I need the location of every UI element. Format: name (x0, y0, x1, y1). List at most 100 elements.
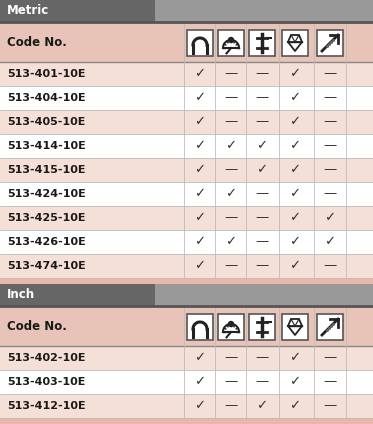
Bar (0, 62, 373, 86)
Text: —: — (225, 92, 238, 104)
Text: ✓: ✓ (289, 164, 301, 176)
Circle shape (229, 321, 233, 326)
Bar (249, 30, 275, 56)
Text: ✓: ✓ (194, 164, 206, 176)
Text: —: — (225, 115, 238, 128)
Bar (155, 284, 373, 306)
Text: Inch: Inch (7, 288, 35, 301)
Text: —: — (323, 164, 336, 176)
Text: ✓: ✓ (289, 92, 301, 104)
Bar (0, 394, 373, 418)
Bar (0, 206, 373, 230)
Text: 513-412-10E: 513-412-10E (7, 401, 86, 411)
Text: Code No.: Code No. (7, 321, 67, 334)
Text: —: — (225, 259, 238, 273)
Bar (317, 30, 343, 56)
Bar (0, 0, 155, 22)
Text: —: — (323, 187, 336, 201)
Text: ✓: ✓ (289, 376, 301, 388)
Text: ✓: ✓ (225, 187, 236, 201)
Text: ✓: ✓ (225, 139, 236, 153)
Bar (187, 30, 213, 56)
Bar (282, 314, 308, 340)
Text: 513-402-10E: 513-402-10E (7, 353, 85, 363)
Bar (0, 134, 373, 158)
Text: ✓: ✓ (325, 212, 336, 224)
Text: —: — (323, 376, 336, 388)
Bar (0, 346, 373, 370)
Text: ✓: ✓ (225, 235, 236, 248)
Text: ✓: ✓ (194, 259, 206, 273)
Bar (187, 314, 213, 340)
Text: ✓: ✓ (194, 399, 206, 413)
Text: ✓: ✓ (194, 235, 206, 248)
Text: 513-404-10E: 513-404-10E (7, 93, 86, 103)
Text: 513-474-10E: 513-474-10E (7, 261, 86, 271)
Bar (0, 230, 373, 254)
Text: 513-415-10E: 513-415-10E (7, 165, 85, 175)
Text: —: — (256, 212, 269, 224)
Text: ✓: ✓ (289, 187, 301, 201)
Text: —: — (225, 212, 238, 224)
Text: ✓: ✓ (194, 376, 206, 388)
Text: —: — (256, 115, 269, 128)
Bar (155, 0, 373, 22)
Text: ✓: ✓ (289, 399, 301, 413)
Bar (218, 314, 244, 340)
Text: ✓: ✓ (194, 351, 206, 365)
Text: ✓: ✓ (289, 212, 301, 224)
Text: —: — (256, 92, 269, 104)
Text: —: — (256, 351, 269, 365)
Text: ✓: ✓ (194, 212, 206, 224)
Text: ✓: ✓ (289, 139, 301, 153)
Bar (0, 370, 373, 394)
Text: 513-426-10E: 513-426-10E (7, 237, 86, 247)
Bar (0, 158, 373, 182)
Text: —: — (323, 259, 336, 273)
Text: 513-414-10E: 513-414-10E (7, 141, 86, 151)
Text: 513-425-10E: 513-425-10E (7, 213, 85, 223)
Text: —: — (256, 187, 269, 201)
Bar (0, 254, 373, 278)
Bar (218, 30, 244, 56)
Text: —: — (323, 67, 336, 81)
Text: —: — (225, 376, 238, 388)
Bar (0, 110, 373, 134)
Text: —: — (323, 92, 336, 104)
Text: ✓: ✓ (289, 259, 301, 273)
Text: ✓: ✓ (289, 115, 301, 128)
Text: —: — (256, 259, 269, 273)
Bar (317, 314, 343, 340)
Text: —: — (256, 235, 269, 248)
Text: ✓: ✓ (289, 235, 301, 248)
Bar (0, 24, 373, 62)
Text: 513-401-10E: 513-401-10E (7, 69, 85, 79)
Text: Metric: Metric (7, 5, 49, 17)
Text: ✓: ✓ (194, 67, 206, 81)
Text: —: — (225, 399, 238, 413)
Bar (0, 278, 373, 284)
Text: —: — (323, 351, 336, 365)
Text: ✓: ✓ (194, 92, 206, 104)
Text: —: — (256, 376, 269, 388)
Text: ✓: ✓ (325, 235, 336, 248)
Bar (249, 314, 275, 340)
Text: ✓: ✓ (194, 139, 206, 153)
Text: ✓: ✓ (194, 187, 206, 201)
Bar (0, 182, 373, 206)
Text: 513-424-10E: 513-424-10E (7, 189, 86, 199)
Circle shape (229, 37, 233, 42)
Text: —: — (225, 164, 238, 176)
Text: ✓: ✓ (289, 67, 301, 81)
Bar (282, 30, 308, 56)
Text: —: — (323, 399, 336, 413)
Text: 513-405-10E: 513-405-10E (7, 117, 85, 127)
Bar (0, 284, 155, 306)
Text: —: — (323, 115, 336, 128)
Text: Code No.: Code No. (7, 36, 67, 50)
Text: ✓: ✓ (257, 164, 267, 176)
Bar (0, 86, 373, 110)
Text: ✓: ✓ (257, 399, 267, 413)
Text: —: — (256, 67, 269, 81)
Text: 513-403-10E: 513-403-10E (7, 377, 85, 387)
